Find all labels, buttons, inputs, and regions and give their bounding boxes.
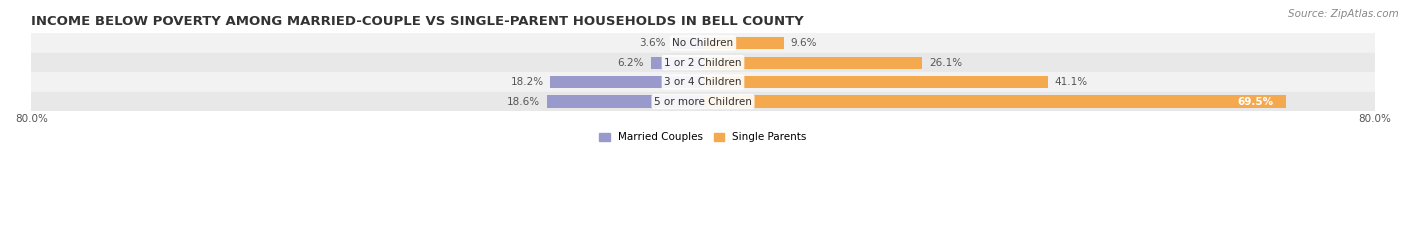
Bar xyxy=(31,92,1375,111)
Text: 69.5%: 69.5% xyxy=(1237,96,1274,106)
Bar xyxy=(703,76,1047,88)
Text: 3.6%: 3.6% xyxy=(640,38,666,48)
Text: 41.1%: 41.1% xyxy=(1054,77,1088,87)
Text: No Children: No Children xyxy=(672,38,734,48)
Text: 18.6%: 18.6% xyxy=(508,96,540,106)
Text: 18.2%: 18.2% xyxy=(510,77,544,87)
Bar xyxy=(703,57,922,69)
Text: 9.6%: 9.6% xyxy=(790,38,817,48)
Text: 3 or 4 Children: 3 or 4 Children xyxy=(664,77,742,87)
Text: INCOME BELOW POVERTY AMONG MARRIED-COUPLE VS SINGLE-PARENT HOUSEHOLDS IN BELL CO: INCOME BELOW POVERTY AMONG MARRIED-COUPL… xyxy=(31,15,804,28)
Bar xyxy=(673,37,703,49)
Bar xyxy=(31,72,1375,92)
Text: 1 or 2 Children: 1 or 2 Children xyxy=(664,58,742,68)
Bar xyxy=(547,96,703,108)
Legend: Married Couples, Single Parents: Married Couples, Single Parents xyxy=(595,128,811,147)
Bar xyxy=(651,57,703,69)
Bar xyxy=(31,53,1375,72)
Bar xyxy=(550,76,703,88)
Text: 5 or more Children: 5 or more Children xyxy=(654,96,752,106)
Text: 6.2%: 6.2% xyxy=(617,58,644,68)
Bar xyxy=(31,33,1375,53)
Bar xyxy=(703,37,783,49)
Bar xyxy=(703,96,1286,108)
Text: 26.1%: 26.1% xyxy=(929,58,962,68)
Text: Source: ZipAtlas.com: Source: ZipAtlas.com xyxy=(1288,9,1399,19)
